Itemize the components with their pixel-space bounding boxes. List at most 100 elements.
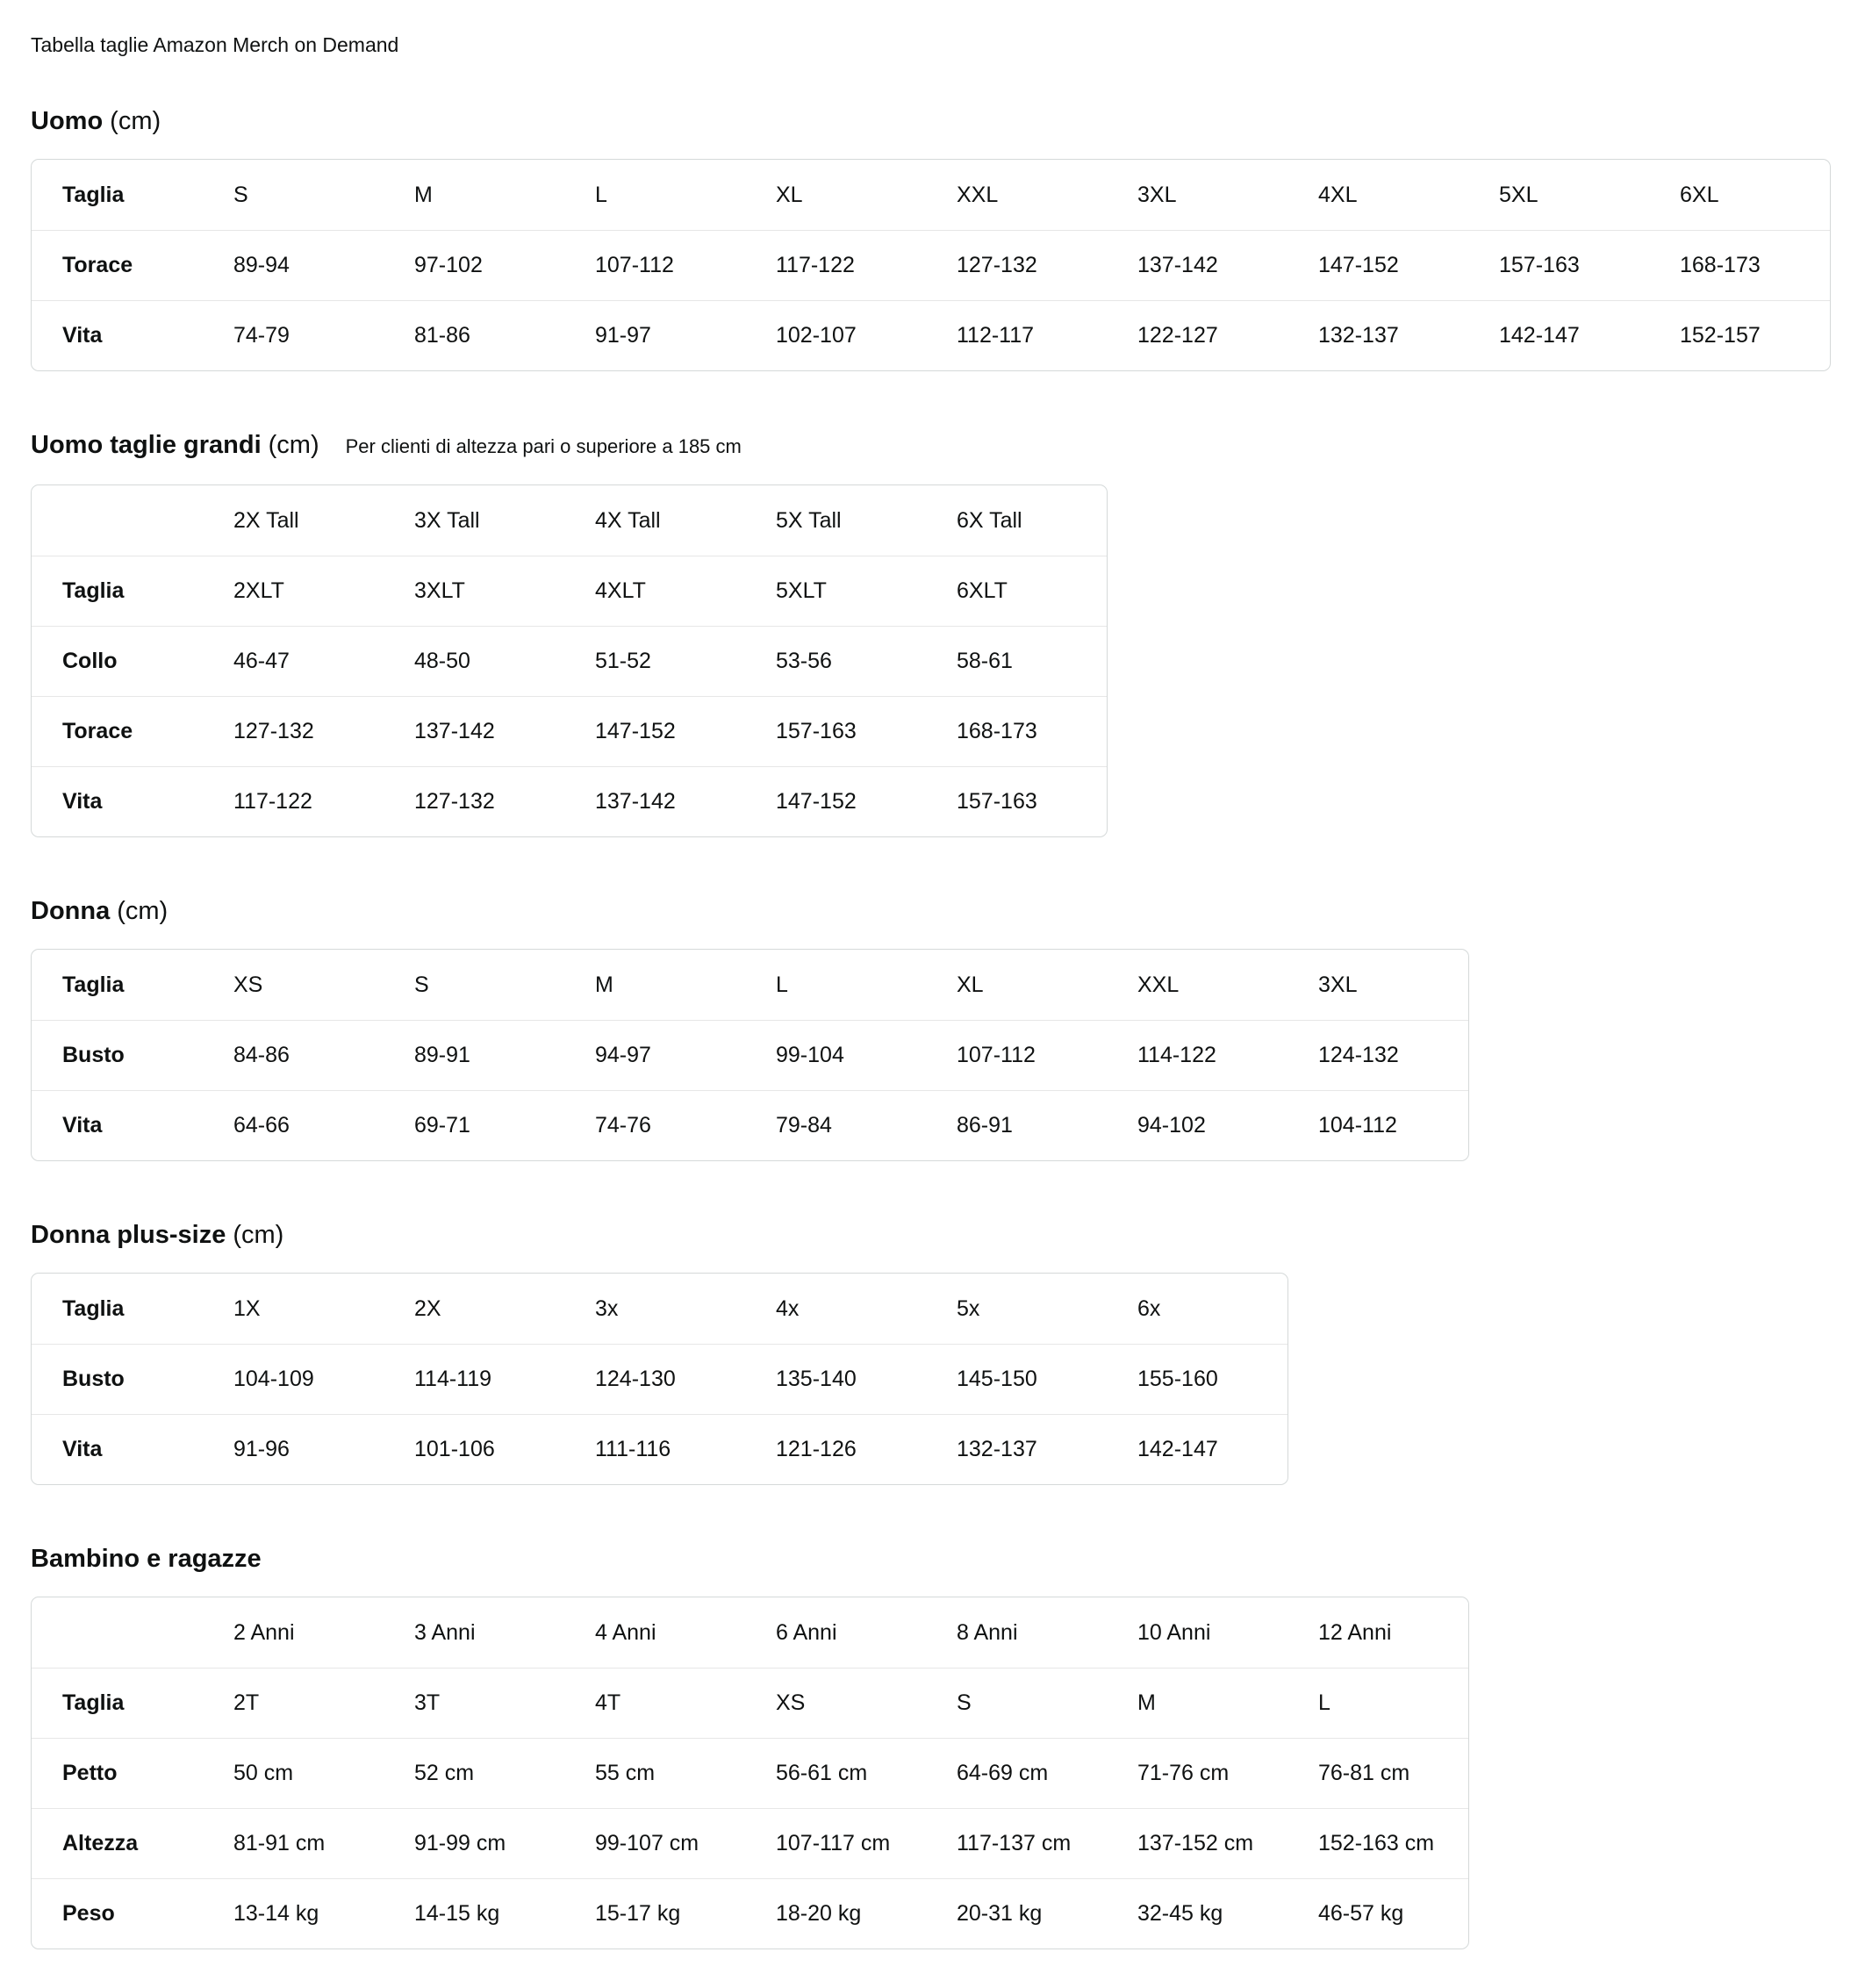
cell-value: 3T [384, 1668, 564, 1738]
cell-value: 55 cm [564, 1738, 745, 1808]
row-label: Altezza [32, 1808, 203, 1878]
cell-value: 104-109 [203, 1344, 384, 1414]
cell-value: 135-140 [745, 1344, 926, 1414]
row-label: Collo [32, 626, 203, 696]
cell-value: 121-126 [745, 1414, 926, 1484]
table-row: Busto 84-86 89-91 94-97 99-104 107-112 114-122… [32, 1020, 1468, 1090]
cell-value: 157-163 [745, 696, 926, 766]
size-chart-page: Tabella taglie Amazon Merch on Demand Uo… [31, 32, 1841, 1949]
section-heading-text: Donna plus-size [31, 1221, 226, 1249]
cell-value: 145-150 [926, 1344, 1107, 1414]
cell-value: 117-122 [745, 230, 926, 300]
cell-value: 69-71 [384, 1090, 564, 1160]
cell-value: L [595, 182, 607, 207]
cell-value: 48-50 [384, 626, 564, 696]
table-row: Vita 64-66 69-71 74-76 79-84 86-91 94-102 104-1… [32, 1090, 1468, 1160]
cell-value: 2XLT [203, 556, 384, 626]
cell-value: 168-173 [1649, 230, 1830, 300]
section-unit: (cm) [268, 431, 319, 459]
cell-value: XXL [957, 182, 999, 207]
cell-value: 76-81 cm [1287, 1738, 1468, 1808]
cell-value: 8 Anni [957, 1619, 1018, 1645]
cell-value: 112-117 [926, 300, 1107, 370]
table-row: Vita 74-79 81-86 91-97 102-107 112-117 122-127… [32, 300, 1830, 370]
cell-value: 127-132 [203, 696, 384, 766]
section-heading-donna-plus-size: Donna plus-size (cm) [31, 1219, 1841, 1251]
section-heading-text: Uomo [31, 107, 104, 135]
cell-value: 101-106 [384, 1414, 564, 1484]
row-label: Taglia [32, 556, 203, 626]
cell-value: 124-130 [564, 1344, 745, 1414]
row-label: Busto [32, 1020, 203, 1090]
cell-value: 46-47 [203, 626, 384, 696]
section-note: Per clienti di altezza pari o superiore … [345, 435, 742, 457]
cell-value: 137-142 [1107, 230, 1287, 300]
cell-value: 6X Tall [957, 507, 1022, 533]
table-row: Petto 50 cm 52 cm 55 cm 56-61 cm 64-69 cm 71-7… [32, 1738, 1468, 1808]
table-row: Torace 127-132 137-142 147-152 157-163 168-17… [32, 696, 1107, 766]
size-table-uomo-taglie-grandi: 2X Tall 3X Tall 4X Tall 5X Tall 6X Tall Tagli… [31, 484, 1108, 837]
size-table-donna-plus-size: Taglia 1X 2X 3x 4x 5x 6x Busto 104-109 114-119 124… [31, 1273, 1288, 1485]
cell-value: 3XL [1137, 182, 1177, 207]
table-row: Peso 13-14 kg 14-15 kg 15-17 kg 18-20 kg 20-3… [32, 1878, 1468, 1949]
cell-value: 5XL [1499, 182, 1538, 207]
cell-value: 18-20 kg [745, 1878, 926, 1949]
cell-value: 2X Tall [233, 507, 299, 533]
cell-value: 2 Anni [233, 1619, 295, 1645]
cell-value: 132-137 [1287, 300, 1468, 370]
cell-value: S [233, 182, 248, 207]
cell-value: 53-56 [745, 626, 926, 696]
cell-value: S [926, 1668, 1107, 1738]
cell-value: 2X [414, 1295, 441, 1321]
section-uomo-taglie-grandi: Uomo taglie grandi (cm) Per clienti di alt… [31, 429, 1841, 837]
cell-value: 13-14 kg [203, 1878, 384, 1949]
table-row: 2 Anni 3 Anni 4 Anni 6 Anni 8 Anni 10 Anni 12 … [32, 1597, 1468, 1668]
cell-value: 51-52 [564, 626, 745, 696]
cell-value: 168-173 [926, 696, 1107, 766]
cell-value: L [1287, 1668, 1468, 1738]
row-label: Taglia [62, 972, 125, 997]
cell-value: L [776, 972, 788, 997]
cell-value: 56-61 cm [745, 1738, 926, 1808]
section-unit: (cm) [117, 897, 169, 925]
cell-value: 3X Tall [414, 507, 480, 533]
table-row: Taglia 2XLT 3XLT 4XLT 5XLT 6XLT [32, 556, 1107, 626]
cell-value: 155-160 [1107, 1344, 1287, 1414]
cell-value: 91-97 [564, 300, 745, 370]
cell-value: 74-76 [564, 1090, 745, 1160]
section-heading-donna: Donna (cm) [31, 895, 1841, 927]
cell-value: 97-102 [384, 230, 564, 300]
row-label: Taglia [62, 182, 125, 207]
cell-value: 107-112 [926, 1020, 1107, 1090]
table-row: Vita 91-96 101-106 111-116 121-126 132-137 142… [32, 1414, 1287, 1484]
cell-value: 122-127 [1107, 300, 1287, 370]
row-label: Taglia [32, 1668, 203, 1738]
cell-value: 79-84 [745, 1090, 926, 1160]
cell-value: 3XL [1318, 972, 1358, 997]
row-label: Busto [32, 1344, 203, 1414]
cell-value: 3XLT [384, 556, 564, 626]
section-donna-plus-size: Donna plus-size (cm) Taglia 1X 2X 3x 4x 5x 6x Bu… [31, 1219, 1841, 1485]
table-row: Collo 46-47 48-50 51-52 53-56 58-61 [32, 626, 1107, 696]
cell-value: 6 Anni [776, 1619, 837, 1645]
cell-value: M [414, 182, 433, 207]
section-unit: (cm) [110, 107, 161, 135]
size-table-uomo: Taglia S M L XL XXL 3XL 4XL 5XL 6XL Torace 89-94 97-… [31, 159, 1831, 371]
cell-value: 89-94 [203, 230, 384, 300]
cell-value: 137-142 [564, 766, 745, 836]
cell-value: 10 Anni [1137, 1619, 1211, 1645]
cell-value: 6XLT [926, 556, 1107, 626]
cell-value: 32-45 kg [1107, 1878, 1287, 1949]
table-row: Taglia 1X 2X 3x 4x 5x 6x [32, 1274, 1287, 1344]
cell-value: 71-76 cm [1107, 1738, 1287, 1808]
cell-value: 64-69 cm [926, 1738, 1107, 1808]
cell-value: 94-97 [564, 1020, 745, 1090]
cell-value: 157-163 [1468, 230, 1649, 300]
cell-value: 152-157 [1649, 300, 1830, 370]
row-label [32, 1597, 203, 1668]
cell-value: 147-152 [564, 696, 745, 766]
cell-value: 132-137 [926, 1414, 1107, 1484]
table-row: Taglia XS S M L XL XXL 3XL [32, 950, 1468, 1020]
cell-value: 127-132 [384, 766, 564, 836]
cell-value: 50 cm [203, 1738, 384, 1808]
